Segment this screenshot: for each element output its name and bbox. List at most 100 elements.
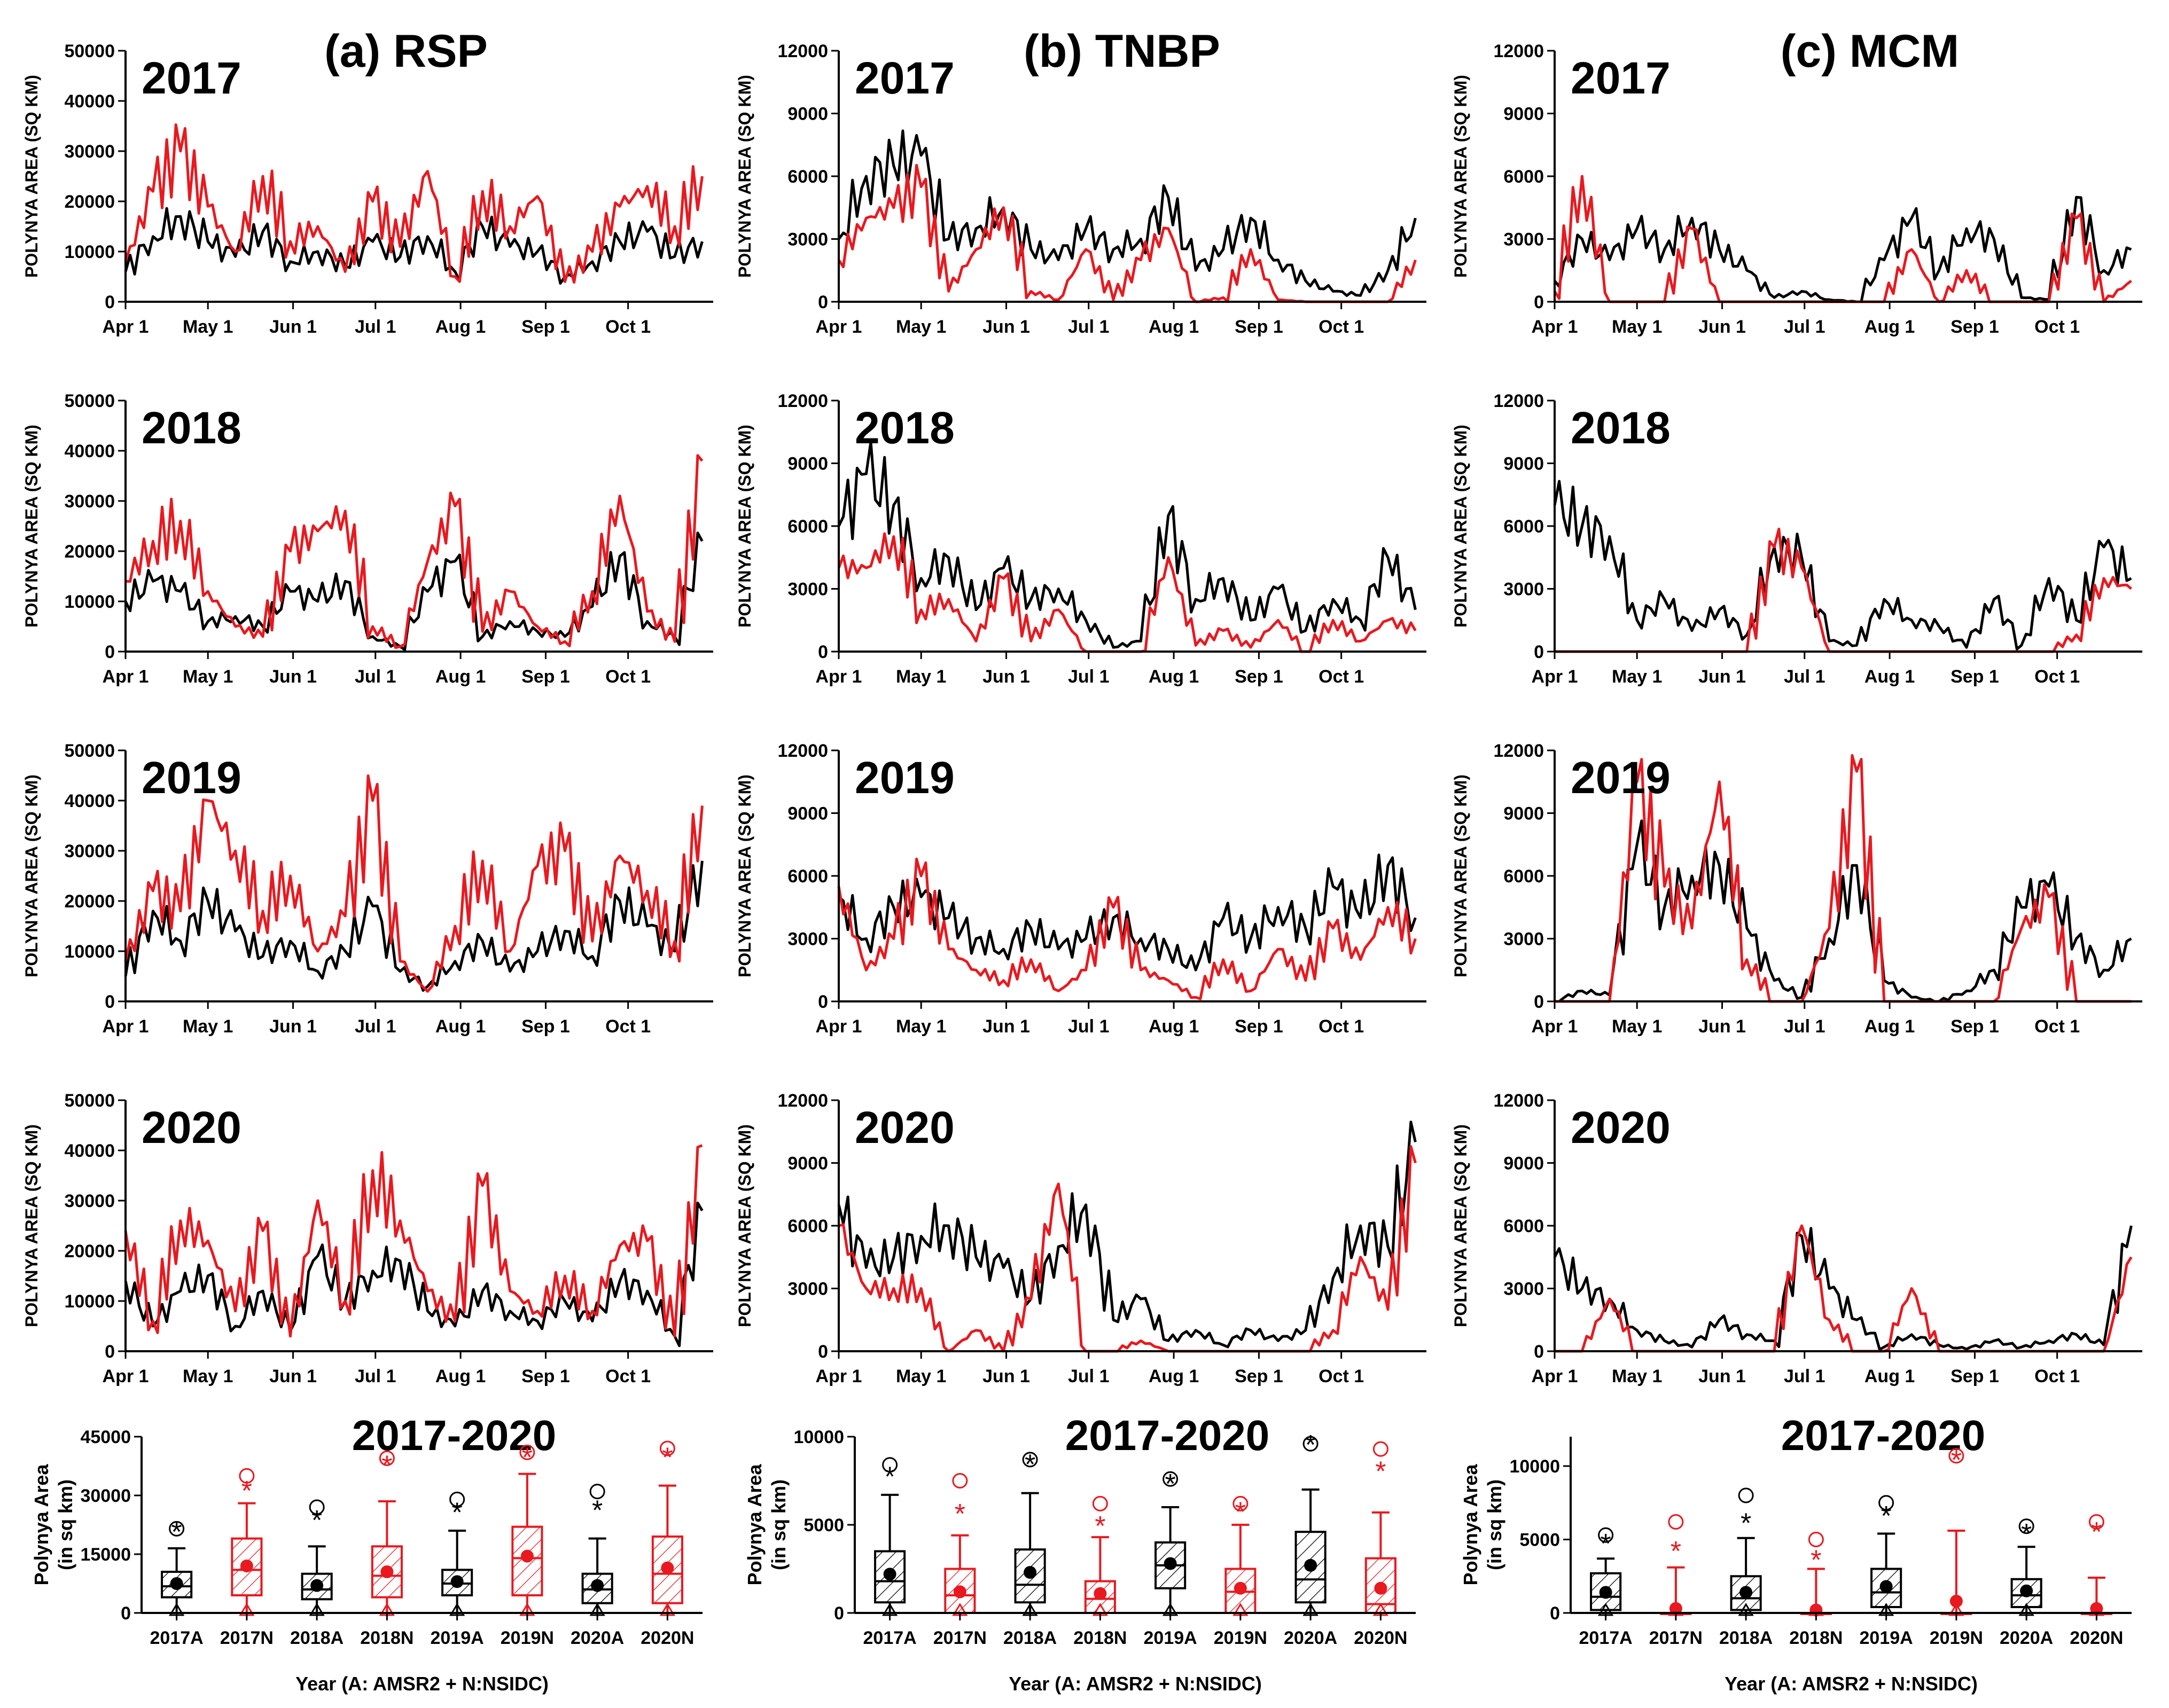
ts-btnbp-2017-ytick-label: 0 — [818, 292, 828, 312]
box-arsp-outlier-circle — [379, 1450, 395, 1466]
box-btnbp-mean-dot — [1094, 1587, 1107, 1600]
box-btnbp-ylabel-line2: (in sq km) — [768, 1479, 790, 1570]
ts-btnbp-2020-xtick-label: Sep 1 — [1235, 1366, 1283, 1386]
box-cmcm-xtick-label: 2017A — [1579, 1628, 1633, 1648]
ts-btnbp-2020-xtick-label: Apr 1 — [816, 1366, 862, 1386]
ts-arsp-2018-ytick-label: 50000 — [64, 391, 115, 411]
box-arsp-ytick-label: 15000 — [80, 1545, 131, 1565]
ts-cmcm-2017-xtick-label: Aug 1 — [1864, 317, 1915, 337]
box-btnbp-outlier-circle — [882, 1457, 898, 1473]
box-btnbp-outlier-star: * — [885, 1462, 895, 1493]
ts-arsp-2017-ytick-label: 20000 — [64, 192, 115, 212]
ts-arsp-2020-year-label: 2020 — [142, 1102, 241, 1153]
box-arsp-ylabel-line1: Polynya Area — [30, 1464, 52, 1586]
ts-cmcm-2017-year-label: 2017 — [1571, 53, 1671, 103]
ts-btnbp-2018-ytick-label: 6000 — [787, 516, 828, 537]
box-cmcm-outlier-circle — [1878, 1495, 1894, 1511]
ts-btnbp-2018-amsr2-line — [837, 440, 1417, 649]
box-cmcm-outlier-star: * — [1811, 1545, 1821, 1576]
box-cmcm-outlier-circle — [1948, 1448, 1964, 1464]
ts-btnbp-2020-ytick-label: 0 — [818, 1342, 828, 1362]
ts-arsp-2019-xtick-label: Jul 1 — [355, 1016, 396, 1037]
box-btnbp-mean-dot — [953, 1585, 966, 1599]
ts-btnbp-2020-ytick-label: 3000 — [787, 1279, 828, 1299]
box-arsp-xtick-label: 2017A — [150, 1628, 204, 1648]
box-cmcm-outlier-star: * — [2091, 1517, 2102, 1548]
ts-btnbp-2019-ytick-label: 12000 — [777, 741, 828, 761]
ts-arsp-2019-xtick-label: Aug 1 — [435, 1016, 486, 1037]
ts-arsp-2018-ytick-label: 30000 — [64, 491, 115, 512]
ts-btnbp-2018-ylabel: POLYNYA AREA (SQ KM) — [735, 425, 754, 628]
ts-cmcm-2017-ytick-label: 6000 — [1503, 167, 1544, 187]
ts-cmcm-2018-ytick-label: 0 — [1534, 642, 1544, 662]
ts-cmcm-2020-xtick-label: Jun 1 — [1698, 1366, 1746, 1386]
ts-cmcm-2019-ytick-label: 9000 — [1503, 804, 1544, 824]
ts-cmcm-2018-xtick-label: Jul 1 — [1784, 667, 1825, 687]
ts-btnbp-2019-ytick-label: 6000 — [787, 866, 828, 887]
ts-cmcm-2017-ytick-label: 9000 — [1503, 104, 1544, 124]
ts-arsp-2019-xtick-label: Apr 1 — [103, 1016, 149, 1037]
ts-cmcm-2017-ytick-label: 3000 — [1503, 230, 1544, 250]
ts-arsp-2018-ytick-label: 10000 — [64, 592, 115, 612]
box-btnbp-ytick-label: 10000 — [793, 1427, 844, 1447]
box-arsp-outlier-star: * — [311, 1505, 322, 1536]
ts-cmcm-2020-ytick-label: 9000 — [1503, 1154, 1544, 1174]
ts-arsp-2018-xtick-label: Apr 1 — [103, 667, 149, 687]
box-btnbp-ytick-label: 5000 — [803, 1515, 844, 1535]
ts-cmcm-2020-ytick-label: 6000 — [1503, 1216, 1544, 1236]
ts-cmcm-2018-xtick-label: Aug 1 — [1864, 667, 1915, 687]
box-arsp-xlabel: Year (A: AMSR2 + N:NSIDC) — [295, 1673, 549, 1695]
box-cmcm-ytick-label: 0 — [1550, 1603, 1560, 1624]
ts-btnbp-2020-ytick-label: 12000 — [777, 1091, 828, 1111]
ts-cmcm-2019-ytick-label: 3000 — [1503, 929, 1544, 950]
ts-btnbp-2019-xtick-label: Jul 1 — [1068, 1016, 1109, 1037]
box-arsp-outlier-circle — [169, 1521, 185, 1537]
ts-btnbp-2019-ytick-label: 3000 — [787, 929, 828, 950]
ts-cmcm-2020-xtick-label: Jul 1 — [1784, 1366, 1825, 1386]
box-btnbp-box — [874, 1550, 906, 1604]
ts-btnbp-2018-ytick-label: 9000 — [787, 454, 828, 474]
ts-btnbp-2017-xtick-label: Apr 1 — [816, 317, 862, 337]
ts-arsp-2019-nsidc-line — [124, 774, 704, 993]
ts-btnbp-2017-ytick-label: 12000 — [777, 41, 828, 61]
ts-arsp-2019-ytick-label: 40000 — [64, 791, 115, 811]
ts-cmcm-2018-ytick-label: 12000 — [1493, 391, 1544, 411]
box-btnbp-outlier-star: * — [1375, 1456, 1386, 1487]
ts-cmcm-2019-ytick-label: 12000 — [1493, 741, 1544, 761]
ts-cmcm-2020-ytick-label: 12000 — [1493, 1091, 1544, 1111]
ts-btnbp-2018-xtick-label: Aug 1 — [1149, 667, 1199, 687]
ts-arsp-2019-ytick-label: 0 — [105, 992, 115, 1012]
ts-cmcm-2020-ylabel: POLYNYA AREA (SQ KM) — [1451, 1124, 1470, 1327]
ts-arsp-2020-xtick-label: Aug 1 — [435, 1366, 486, 1386]
ts-arsp-2018-xtick-label: Jun 1 — [269, 667, 317, 687]
box-arsp-outlier-star: * — [452, 1497, 463, 1528]
ts-arsp-2017-ytick-label: 40000 — [64, 91, 115, 112]
ts-arsp-2018-ytick-label: 20000 — [64, 542, 115, 562]
box-cmcm-ylabel-line2: (in sq km) — [1484, 1479, 1505, 1570]
ts-cmcm-2019-xtick-label: Sep 1 — [1950, 1016, 1999, 1037]
ts-arsp-2017-xtick-label: Aug 1 — [435, 317, 486, 337]
ts-cmcm-2018-xtick-label: Sep 1 — [1950, 667, 1999, 687]
ts-btnbp-2020-ytick-label: 6000 — [787, 1216, 828, 1236]
box-cmcm-ytick-label: 5000 — [1519, 1530, 1560, 1550]
ts-arsp-2019-ytick-label: 30000 — [64, 841, 115, 861]
panel-title-rsp: (a) RSP — [324, 26, 488, 77]
ts-arsp-2017-ytick-label: 30000 — [64, 142, 115, 162]
box-btnbp-outlier-circle — [1232, 1495, 1249, 1511]
ts-arsp-2018-xtick-label: May 1 — [183, 667, 233, 687]
ts-arsp-2017-ylabel: POLYNYA AREA (SQ KM) — [22, 75, 41, 278]
box-cmcm-xlabel: Year (A: AMSR2 + N:NSIDC) — [1725, 1673, 1978, 1695]
box-arsp-outlier-star: * — [662, 1443, 673, 1474]
ts-btnbp-2018-xtick-label: Jul 1 — [1068, 667, 1109, 687]
box-arsp-xtick-label: 2018A — [290, 1628, 344, 1648]
ts-arsp-2018-xtick-label: Aug 1 — [435, 667, 486, 687]
box-arsp-outlier-circle — [239, 1468, 255, 1484]
box-cmcm-xtick-label: 2020A — [2000, 1628, 2053, 1648]
ts-arsp-2018-ytick-label: 0 — [105, 642, 115, 662]
ts-arsp-2019-ylabel: POLYNYA AREA (SQ KM) — [22, 774, 41, 977]
ts-btnbp-2019-xtick-label: Aug 1 — [1149, 1016, 1199, 1037]
ts-btnbp-2018-ytick-label: 12000 — [777, 391, 828, 411]
box-cmcm-xtick-label: 2019A — [1860, 1628, 1913, 1648]
box-btnbp-mean-dot — [1304, 1558, 1317, 1572]
box-btnbp-outlier-star: * — [1095, 1511, 1105, 1542]
